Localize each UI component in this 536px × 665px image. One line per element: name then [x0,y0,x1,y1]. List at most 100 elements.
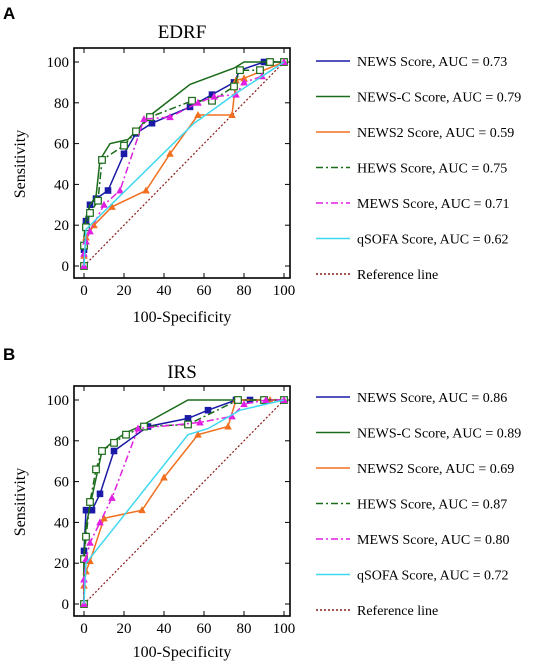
legend-label: NEWS2 Score, AUC = 0.69 [357,462,514,477]
data-point [98,156,106,164]
legend-label: Reference line [357,268,438,283]
data-point [96,490,104,498]
data-point [134,424,142,432]
legend-label: HEWS Score, AUC = 0.75 [357,162,507,177]
data-point [256,66,264,75]
data-point [210,92,218,100]
data-point [98,447,106,455]
data-point [88,506,96,514]
series-4 [80,396,288,608]
data-point [196,418,204,426]
data-point [100,514,108,522]
legend-label: NEWS Score, AUC = 0.73 [357,55,507,70]
x-tick-label: 60 [197,621,212,637]
data-point [122,430,130,439]
data-point [138,506,146,514]
data-point [266,58,274,66]
data-point [140,115,148,123]
data-point [160,473,168,481]
x-tick-label: 80 [237,283,252,299]
panel-a: A EDRF 00 20 20 40 40 60 60 80 80 100 100 100-Specifi… [3,4,521,326]
y-tick-label: 0 [62,259,70,275]
data-point [184,415,192,422]
data-point [228,111,236,119]
data-point [82,506,90,514]
legend-label: NEWS Score, AUC = 0.86 [357,391,507,406]
y-tick-label: 80 [54,434,69,450]
x-tick-label: 0 [80,283,88,299]
series-7 [83,399,285,605]
series-3 [80,396,288,607]
plot-frame [73,385,291,617]
data-point [228,412,236,420]
data-point [194,430,202,438]
series-line [83,399,285,605]
data-point [86,209,94,217]
y-tick-label: 40 [54,177,69,193]
panel-letter: A [3,4,15,23]
series-5 [80,396,288,607]
data-point [166,113,174,121]
series-line [83,399,284,604]
legend-label: NEWS-C Score, AUC = 0.79 [357,91,521,106]
data-point [86,538,94,546]
data-point [86,557,94,565]
series-line [83,399,284,604]
series-6 [83,399,285,605]
x-tick-label: 20 [117,283,132,299]
x-tick-label: 0 [80,621,88,637]
series-4 [80,58,288,270]
data-point [94,196,102,205]
data-point [144,423,152,430]
data-point [132,127,140,136]
plot-frame [73,47,291,279]
data-point [108,202,116,210]
x-tick-label: 40 [157,621,172,637]
legend-label: Reference line [357,604,438,619]
series-line [83,61,284,266]
series-line [83,399,284,604]
series-line [83,61,285,267]
legend-label: qSOFA Score, AUC = 0.72 [357,569,509,584]
y-tick-label: 20 [54,218,69,234]
data-point [92,465,100,474]
series-1 [80,396,288,608]
series-2 [83,61,284,266]
y-tick-label: 60 [54,137,69,153]
y-tick-label: 20 [54,556,69,572]
y-tick-label: 40 [54,515,69,531]
panel-title: IRS [167,362,197,383]
data-point [116,186,124,194]
legend: NEWS Score, AUC = 0.86 NEWS-C Score, AUC … [316,391,521,619]
legend-label: MEWS Score, AUC = 0.71 [357,197,510,212]
data-point [96,518,104,526]
y-axis-label: Sensitivity [12,468,29,536]
panel-b: B IRS 00 20 20 40 40 60 60 80 80 100 100 100-Specific… [3,345,521,661]
data-point [236,66,244,75]
data-point [120,141,128,150]
data-point [108,493,116,501]
data-point [100,200,108,208]
data-point [86,227,94,235]
data-point [204,406,212,414]
x-tick-label: 80 [237,621,252,637]
y-axis-label: Sensitivity [12,130,29,198]
legend-label: qSOFA Score, AUC = 0.62 [357,233,509,248]
x-tick-label: 20 [117,621,132,637]
x-tick-label: 100 [273,283,296,299]
series-1 [80,58,288,270]
x-tick-label: 100 [273,621,296,637]
data-point [142,186,150,194]
series-line [83,61,284,266]
data-point [208,91,216,98]
data-point [110,438,118,447]
y-tick-label: 60 [54,475,69,491]
data-point [194,98,202,106]
x-axis-label: 100-Specificity [133,309,232,326]
y-tick-label: 100 [47,393,70,409]
data-point [240,78,248,86]
data-point [148,119,156,127]
series-line [83,61,284,266]
data-point [140,422,148,431]
series-line [83,61,285,266]
